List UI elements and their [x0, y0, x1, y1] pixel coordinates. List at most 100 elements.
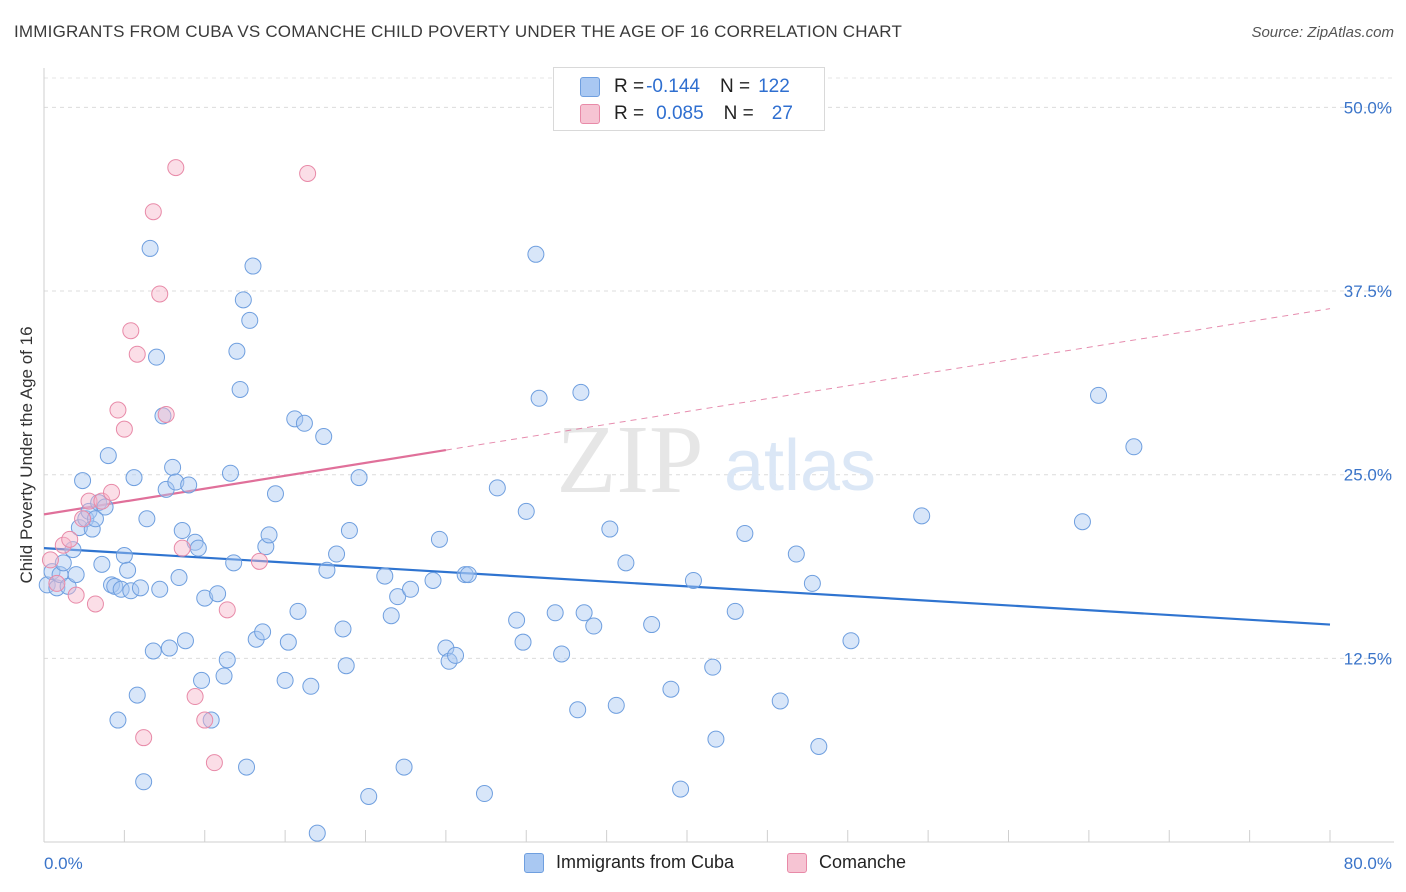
point-cuba [617, 554, 635, 572]
point-cuba [160, 639, 178, 657]
trend-line-comanche [43, 448, 447, 516]
watermark-atlas: atlas [724, 426, 876, 506]
point-comanche [86, 595, 104, 613]
point-cuba [508, 611, 526, 629]
point-cuba [360, 787, 378, 805]
point-comanche [299, 165, 317, 182]
point-cuba [402, 580, 420, 598]
point-cuba [209, 585, 227, 603]
point-cuba [334, 620, 352, 638]
trend-line-cuba [43, 547, 1331, 626]
point-cuba [913, 507, 931, 525]
point-cuba [99, 447, 117, 465]
legend-swatch-comanche [580, 104, 600, 124]
point-cuba [662, 680, 680, 698]
point-cuba [736, 524, 754, 542]
point-comanche [103, 483, 121, 501]
point-cuba [170, 569, 188, 587]
point-cuba [424, 571, 442, 589]
point-comanche [128, 345, 146, 363]
point-cuba [151, 580, 169, 598]
point-cuba [189, 539, 207, 557]
legend-row-comanche: R = 0.085 N = 27 [580, 102, 793, 126]
bottom-legend-label-cuba: Immigrants from Cuba [556, 852, 735, 872]
trend-line-comanche-extension [445, 308, 1331, 451]
data-points [38, 159, 1143, 842]
point-cuba [575, 604, 593, 622]
point-cuba [215, 667, 233, 685]
point-cuba [138, 510, 156, 528]
point-cuba [173, 522, 191, 540]
point-cuba [340, 522, 358, 540]
point-cuba [302, 677, 320, 695]
point-cuba [395, 758, 413, 776]
point-cuba [514, 633, 532, 651]
point-comanche [205, 754, 223, 772]
point-comanche [196, 711, 214, 729]
point-cuba [67, 566, 85, 584]
point-cuba [704, 658, 722, 676]
point-cuba [707, 730, 725, 748]
point-cuba [382, 607, 400, 625]
point-cuba [517, 502, 535, 520]
point-comanche [135, 729, 153, 747]
watermark-zip: ZIP [557, 406, 704, 514]
point-cuba [440, 652, 458, 670]
point-cuba [218, 651, 236, 669]
legend-row-cuba: R = -0.144 N = 122 [580, 75, 790, 99]
point-cuba [286, 410, 304, 428]
legend-r-label: R = [614, 76, 645, 97]
point-cuba [70, 519, 88, 537]
point-cuba [135, 773, 153, 791]
point-cuba [643, 616, 661, 634]
point-cuba [308, 824, 326, 842]
point-cuba [74, 472, 92, 490]
point-comanche [151, 285, 169, 303]
stats-legend: R = -0.144 N = 122 R = 0.085 N = 27 [553, 67, 825, 131]
legend-n-value: 122 [758, 76, 790, 97]
bottom-legend-cuba: Immigrants from Cuba [524, 852, 734, 873]
point-comanche [61, 530, 79, 548]
point-cuba [221, 464, 239, 482]
y-tick-label: 50.0% [1344, 98, 1392, 117]
legend-r-value: 0.085 [656, 103, 704, 124]
grid-lines [44, 77, 1394, 659]
point-cuba [318, 561, 336, 579]
point-cuba [144, 642, 162, 660]
x-tick-label: 0.0% [44, 854, 83, 873]
legend-r-value: -0.144 [646, 76, 700, 97]
point-cuba [234, 291, 252, 309]
point-cuba [109, 711, 127, 729]
point-cuba [279, 633, 297, 651]
point-cuba [607, 696, 625, 714]
point-comanche [173, 539, 191, 557]
legend-n-value: 27 [771, 103, 793, 124]
point-cuba [176, 632, 194, 650]
point-cuba [1125, 438, 1143, 456]
point-cuba [276, 671, 294, 689]
y-tick-label: 12.5% [1344, 649, 1392, 668]
point-cuba [266, 485, 284, 503]
point-comanche [115, 420, 133, 438]
point-cuba [389, 588, 407, 606]
point-cuba [459, 566, 477, 584]
point-cuba [148, 348, 166, 366]
point-cuba [684, 571, 702, 589]
point-cuba [131, 579, 149, 597]
point-cuba [376, 567, 394, 585]
y-tick-label: 25.0% [1344, 466, 1392, 485]
point-cuba [93, 555, 111, 573]
trend-lines [43, 308, 1331, 626]
bottom-legend-label-comanche: Comanche [819, 852, 907, 872]
point-cuba [328, 545, 346, 563]
point-comanche [67, 586, 85, 604]
point-cuba [430, 530, 448, 548]
y-tick-label: 37.5% [1344, 282, 1392, 301]
legend-swatch-cuba [580, 77, 600, 97]
bottom-legend-swatch-comanche [787, 852, 807, 873]
point-cuba [80, 502, 98, 520]
point-cuba [810, 738, 828, 755]
point-cuba [86, 510, 104, 528]
legend-n-label: N = [719, 76, 751, 97]
point-cuba [337, 657, 355, 675]
